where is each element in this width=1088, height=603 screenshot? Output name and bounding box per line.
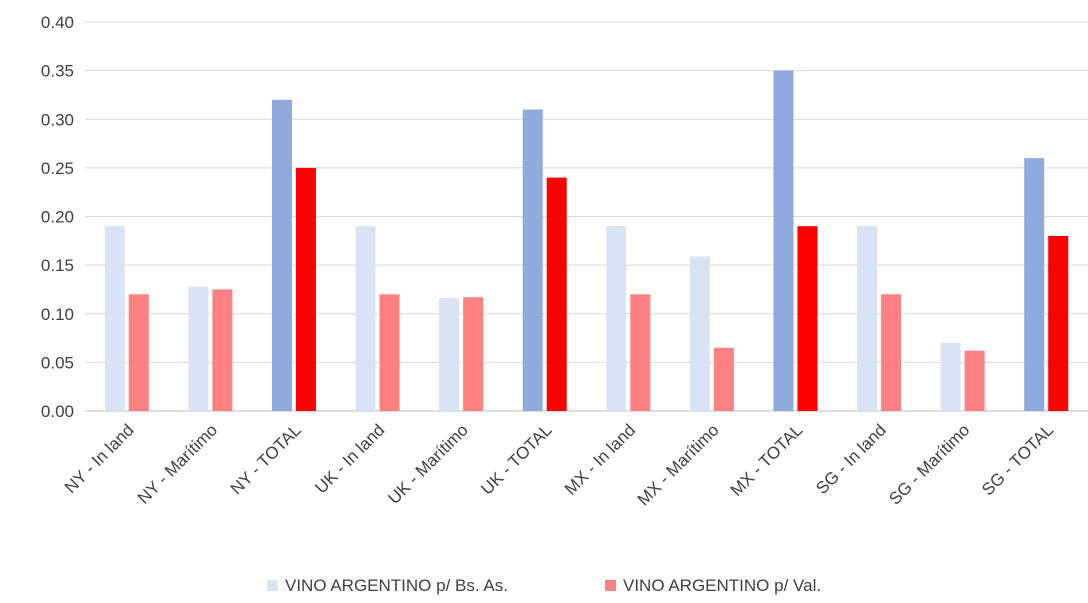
legend-swatch-1 bbox=[267, 580, 278, 591]
bar-bs-as-11 bbox=[940, 342, 961, 411]
x-tick-label: UK - In land bbox=[311, 420, 388, 497]
x-tick-label: MX - TOTAL bbox=[727, 420, 807, 500]
x-tick-label: NY - TOTAL bbox=[227, 420, 305, 498]
bar-val-11 bbox=[964, 350, 985, 411]
x-tick-label: NY - In land bbox=[61, 420, 138, 497]
bars bbox=[104, 70, 1069, 412]
bar-val-10 bbox=[881, 294, 902, 411]
y-axis-tick-labels: 0.00 0.05 0.10 0.15 0.20 0.25 0.30 0.35 0.40 bbox=[41, 13, 74, 421]
bar-bs-as-1 bbox=[104, 226, 125, 411]
y-tick-label: 0.10 bbox=[41, 305, 74, 324]
bar-val-12 bbox=[1048, 235, 1069, 411]
gridlines bbox=[85, 21, 1088, 412]
x-tick-label: SG - In land bbox=[812, 420, 890, 498]
bar-val-5 bbox=[463, 297, 484, 411]
bar-val-8 bbox=[713, 347, 734, 411]
y-tick-label: 0.40 bbox=[41, 13, 74, 32]
bar-bs-as-9 bbox=[773, 70, 794, 411]
y-tick-label: 0.20 bbox=[41, 208, 74, 227]
bar-val-9 bbox=[797, 226, 818, 411]
legend-label-1: VINO ARGENTINO p/ Bs. As. bbox=[285, 576, 508, 595]
y-tick-label: 0.30 bbox=[41, 110, 74, 129]
legend-swatch-2 bbox=[605, 580, 616, 591]
x-tick-label: MX - In land bbox=[561, 420, 639, 498]
bar-bs-as-6 bbox=[522, 109, 543, 412]
legend: VINO ARGENTINO p/ Bs. As. VINO ARGENTINO … bbox=[267, 576, 821, 595]
bar-bs-as-3 bbox=[271, 99, 292, 412]
bar-val-2 bbox=[212, 289, 233, 411]
bar-val-1 bbox=[128, 294, 149, 411]
legend-label-2: VINO ARGENTINO p/ Val. bbox=[623, 576, 821, 595]
x-tick-label: SG - Marítimo bbox=[885, 420, 973, 508]
bar-bs-as-7 bbox=[606, 226, 627, 411]
y-tick-label: 0.05 bbox=[41, 353, 74, 372]
x-tick-label: UK - Marítimo bbox=[384, 420, 472, 508]
bar-bs-as-5 bbox=[439, 298, 460, 411]
y-tick-label: 0.15 bbox=[41, 256, 74, 275]
x-tick-label: UK - TOTAL bbox=[477, 420, 555, 498]
x-tick-label: SG - TOTAL bbox=[978, 420, 1057, 499]
bar-bs-as-8 bbox=[689, 256, 710, 411]
bar-bs-as-12 bbox=[1024, 158, 1045, 411]
y-tick-label: 0.25 bbox=[41, 159, 74, 178]
bar-bs-as-4 bbox=[355, 226, 376, 411]
bar-val-7 bbox=[630, 294, 651, 411]
bar-val-3 bbox=[295, 167, 316, 411]
bar-bs-as-10 bbox=[857, 226, 878, 411]
x-tick-label: MX - Marítimo bbox=[634, 420, 723, 509]
x-tick-label: NY - Marítimo bbox=[134, 420, 221, 507]
bar-val-4 bbox=[379, 294, 400, 411]
bar-bs-as-2 bbox=[188, 286, 209, 411]
bar-val-6 bbox=[546, 177, 567, 411]
y-tick-label: 0.35 bbox=[41, 62, 74, 81]
y-tick-label: 0.00 bbox=[41, 402, 74, 421]
